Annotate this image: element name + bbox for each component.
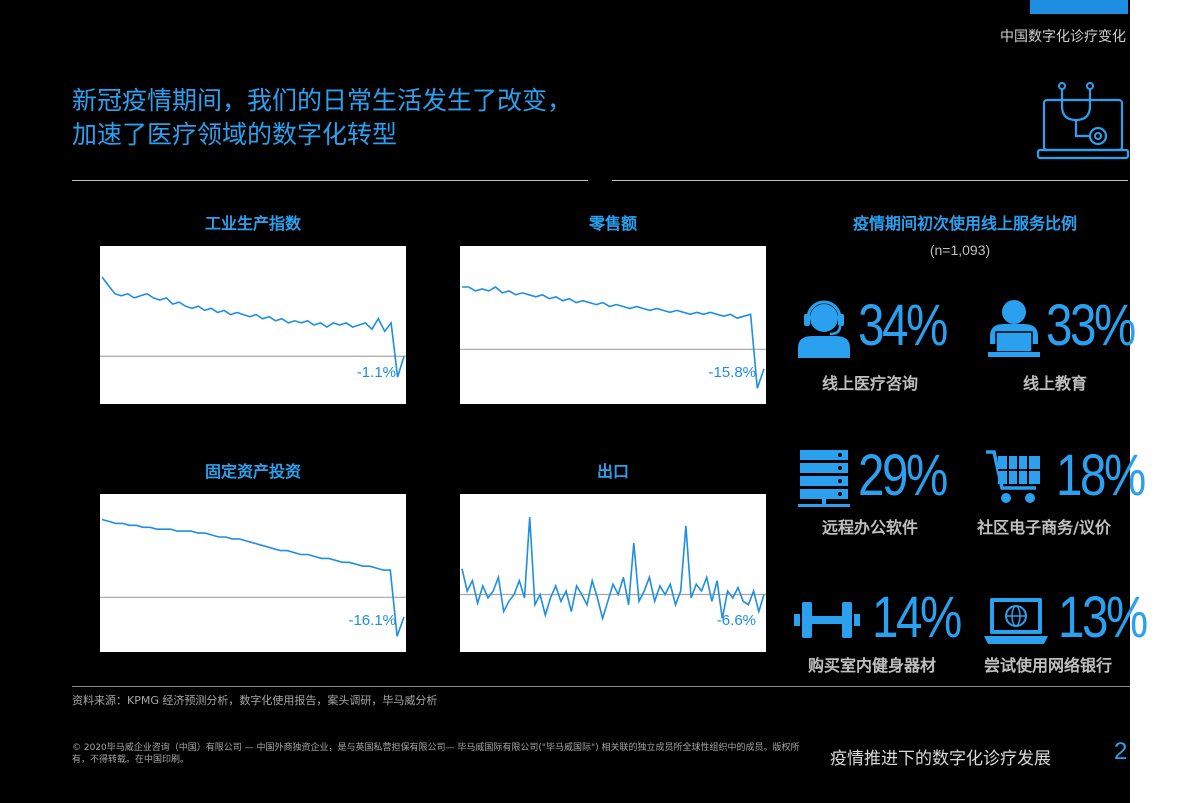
- stat-community-ecommerce-label: 社区电子商务/议价: [977, 518, 1111, 537]
- chart-export: -6.6%: [460, 494, 766, 652]
- chart-title-export: 出口: [596, 462, 629, 481]
- stat-community-ecommerce-pct: 18%: [1056, 443, 1146, 508]
- header-divider-right: [612, 180, 1128, 181]
- person-laptop-icon: [988, 300, 1040, 357]
- stat-remote-office-label: 远程办公软件: [821, 518, 918, 537]
- headset-person-icon: [798, 300, 850, 358]
- stat-fitness-equipment-label: 购买室内健身器材: [807, 656, 936, 675]
- right-margin: [1130, 0, 1200, 803]
- footer-divider: [72, 686, 1130, 687]
- chart-industrial: -1.1%: [100, 246, 406, 404]
- section-tab: [1030, 0, 1128, 14]
- chart-fixed-asset-plot: [100, 518, 406, 637]
- laptop-stethoscope-icon: [1036, 82, 1130, 160]
- title-line-1: 新冠疫情期间，我们的日常生活发生了改变，: [72, 86, 573, 115]
- stat-fitness-equipment: 14%: [792, 585, 962, 652]
- stat-online-banking-label: 尝试使用网络银行: [983, 656, 1112, 675]
- section-label: 中国数字化诊疗变化: [1000, 29, 1126, 45]
- stat-online-banking: 13%: [984, 585, 1148, 652]
- stat-remote-office: 29%: [796, 443, 948, 510]
- chart-series-line: [462, 286, 765, 389]
- stat-fitness-equipment-pct: 14%: [872, 585, 962, 650]
- chart-series-line: [101, 518, 405, 637]
- chart-retail-plot: [460, 286, 766, 389]
- chart-fixed-asset-end-label: -16.1%: [348, 612, 396, 629]
- chart-fixed-asset: -16.1%: [100, 494, 406, 652]
- stats-panel-subtitle: (n=1,093): [929, 242, 991, 258]
- stat-online-banking-pct: 13%: [1058, 585, 1148, 650]
- header-divider-left: [72, 180, 588, 181]
- server-icon: [798, 450, 850, 507]
- stat-online-education-pct: 33%: [1046, 293, 1136, 358]
- laptop-globe-icon: [984, 598, 1048, 644]
- source-note: 资料来源：KPMG 经济预测分析，数字化使用报告，案头调研，毕马威分析: [72, 694, 438, 707]
- chart-retail: -15.8%: [460, 246, 766, 404]
- stat-online-consult-pct: 34%: [858, 293, 948, 358]
- chart-title-industrial: 工业生产指数: [204, 214, 301, 233]
- stat-online-education: 33%: [986, 293, 1136, 360]
- stat-remote-office-pct: 29%: [858, 443, 948, 508]
- chart-title-fixed-asset: 固定资产投资: [204, 462, 301, 481]
- footer-title: 疫情推进下的数字化诊疗发展: [830, 749, 1051, 769]
- chart-industrial-plot: [100, 276, 406, 378]
- chart-export-end-label: -6.6%: [716, 612, 756, 629]
- dumbbell-icon: [794, 602, 860, 638]
- page-title: 新冠疫情期间，我们的日常生活发生了改变， 加速了医疗领域的数字化转型: [72, 84, 572, 152]
- chart-title-retail: 零售额: [588, 214, 637, 233]
- chart-series-line: [101, 276, 405, 378]
- chart-series-line: [461, 517, 765, 622]
- shopping-cart-icon: [986, 450, 1040, 503]
- chart-industrial-end-label: -1.1%: [356, 364, 396, 381]
- copyright-note: © 2020毕马威企业咨询（中国）有限公司 — 中国外商独资企业，是与英国私营担…: [72, 743, 800, 765]
- chart-retail-end-label: -15.8%: [708, 364, 756, 381]
- stat-community-ecommerce: 18%: [986, 443, 1146, 510]
- page-number: 2: [1114, 738, 1128, 765]
- stat-online-consult-label: 线上医疗咨询: [821, 374, 918, 393]
- chart-export-plot: [460, 517, 766, 622]
- stat-online-consult: 34%: [796, 293, 948, 360]
- title-line-2: 加速了医疗领域的数字化转型: [72, 120, 398, 149]
- stats-panel-title: 疫情期间初次使用线上服务比例: [852, 214, 1077, 233]
- stat-online-education-label: 线上教育: [1022, 374, 1087, 393]
